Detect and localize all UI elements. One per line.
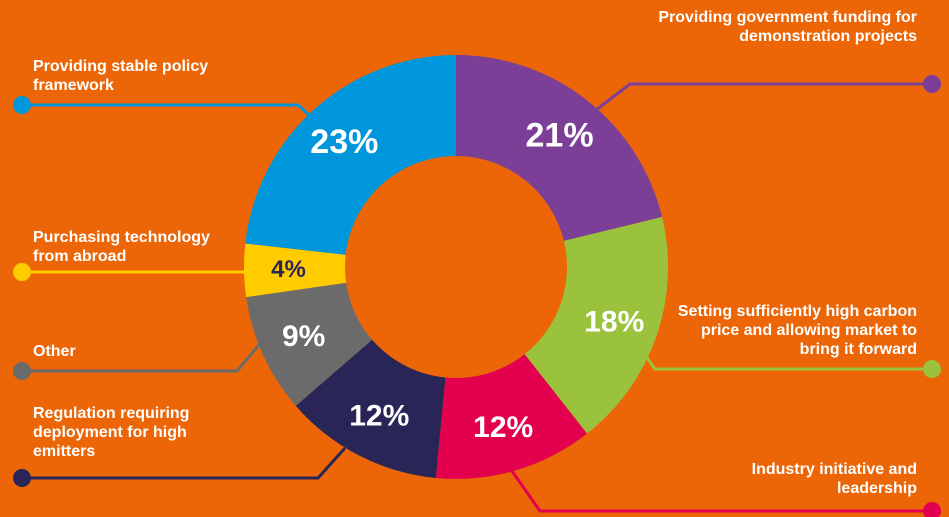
legend-label-purchasing-technology: Purchasing technology from abroad [33,229,210,265]
value-label-industry-initiative: 12% [473,411,533,444]
value-label-purchasing-technology: 4% [271,256,306,283]
donut-segment-government-funding [456,55,663,241]
legend-label-industry-initiative: Industry initiative and leadership [751,461,917,497]
leader-dot-purchasing-technology [13,263,31,281]
leader-dot-stable-policy [13,96,31,114]
donut-segment-carbon-price [524,217,668,434]
value-label-carbon-price: 18% [584,305,644,338]
donut-segment-purchasing-technology [243,243,347,298]
legend-label-carbon-price: Setting sufficiently high carbon price a… [677,303,917,358]
donut-segment-regulation [295,339,446,479]
leader-line-regulation [22,446,347,480]
legend-label-government-funding: Providing government funding for demonst… [658,9,917,45]
leader-line-carbon-price [643,354,932,371]
legend-label-regulation: Regulation requiring deployment for high… [33,405,190,460]
donut-segment-industry-initiative [435,354,588,479]
leader-line-stable-policy [22,103,320,125]
donut-segment-other [246,282,373,406]
value-label-other: 9% [282,320,325,353]
leader-dot-government-funding [923,75,941,93]
leader-dot-other [13,362,31,380]
leader-dot-industry-initiative [923,502,941,517]
value-label-stable-policy: 23% [310,123,378,161]
donut-segment-stable-policy [245,55,456,255]
leader-dot-regulation [13,469,31,487]
leader-line-industry-initiative [498,453,932,513]
leader-line-government-funding [587,82,932,118]
value-label-government-funding: 21% [526,116,594,154]
value-label-regulation: 12% [349,399,409,432]
leader-line-other [22,339,265,373]
legend-label-other: Other [33,343,76,360]
legend-label-stable-policy: Providing stable policy framework [33,58,209,94]
leader-dot-carbon-price [923,360,941,378]
